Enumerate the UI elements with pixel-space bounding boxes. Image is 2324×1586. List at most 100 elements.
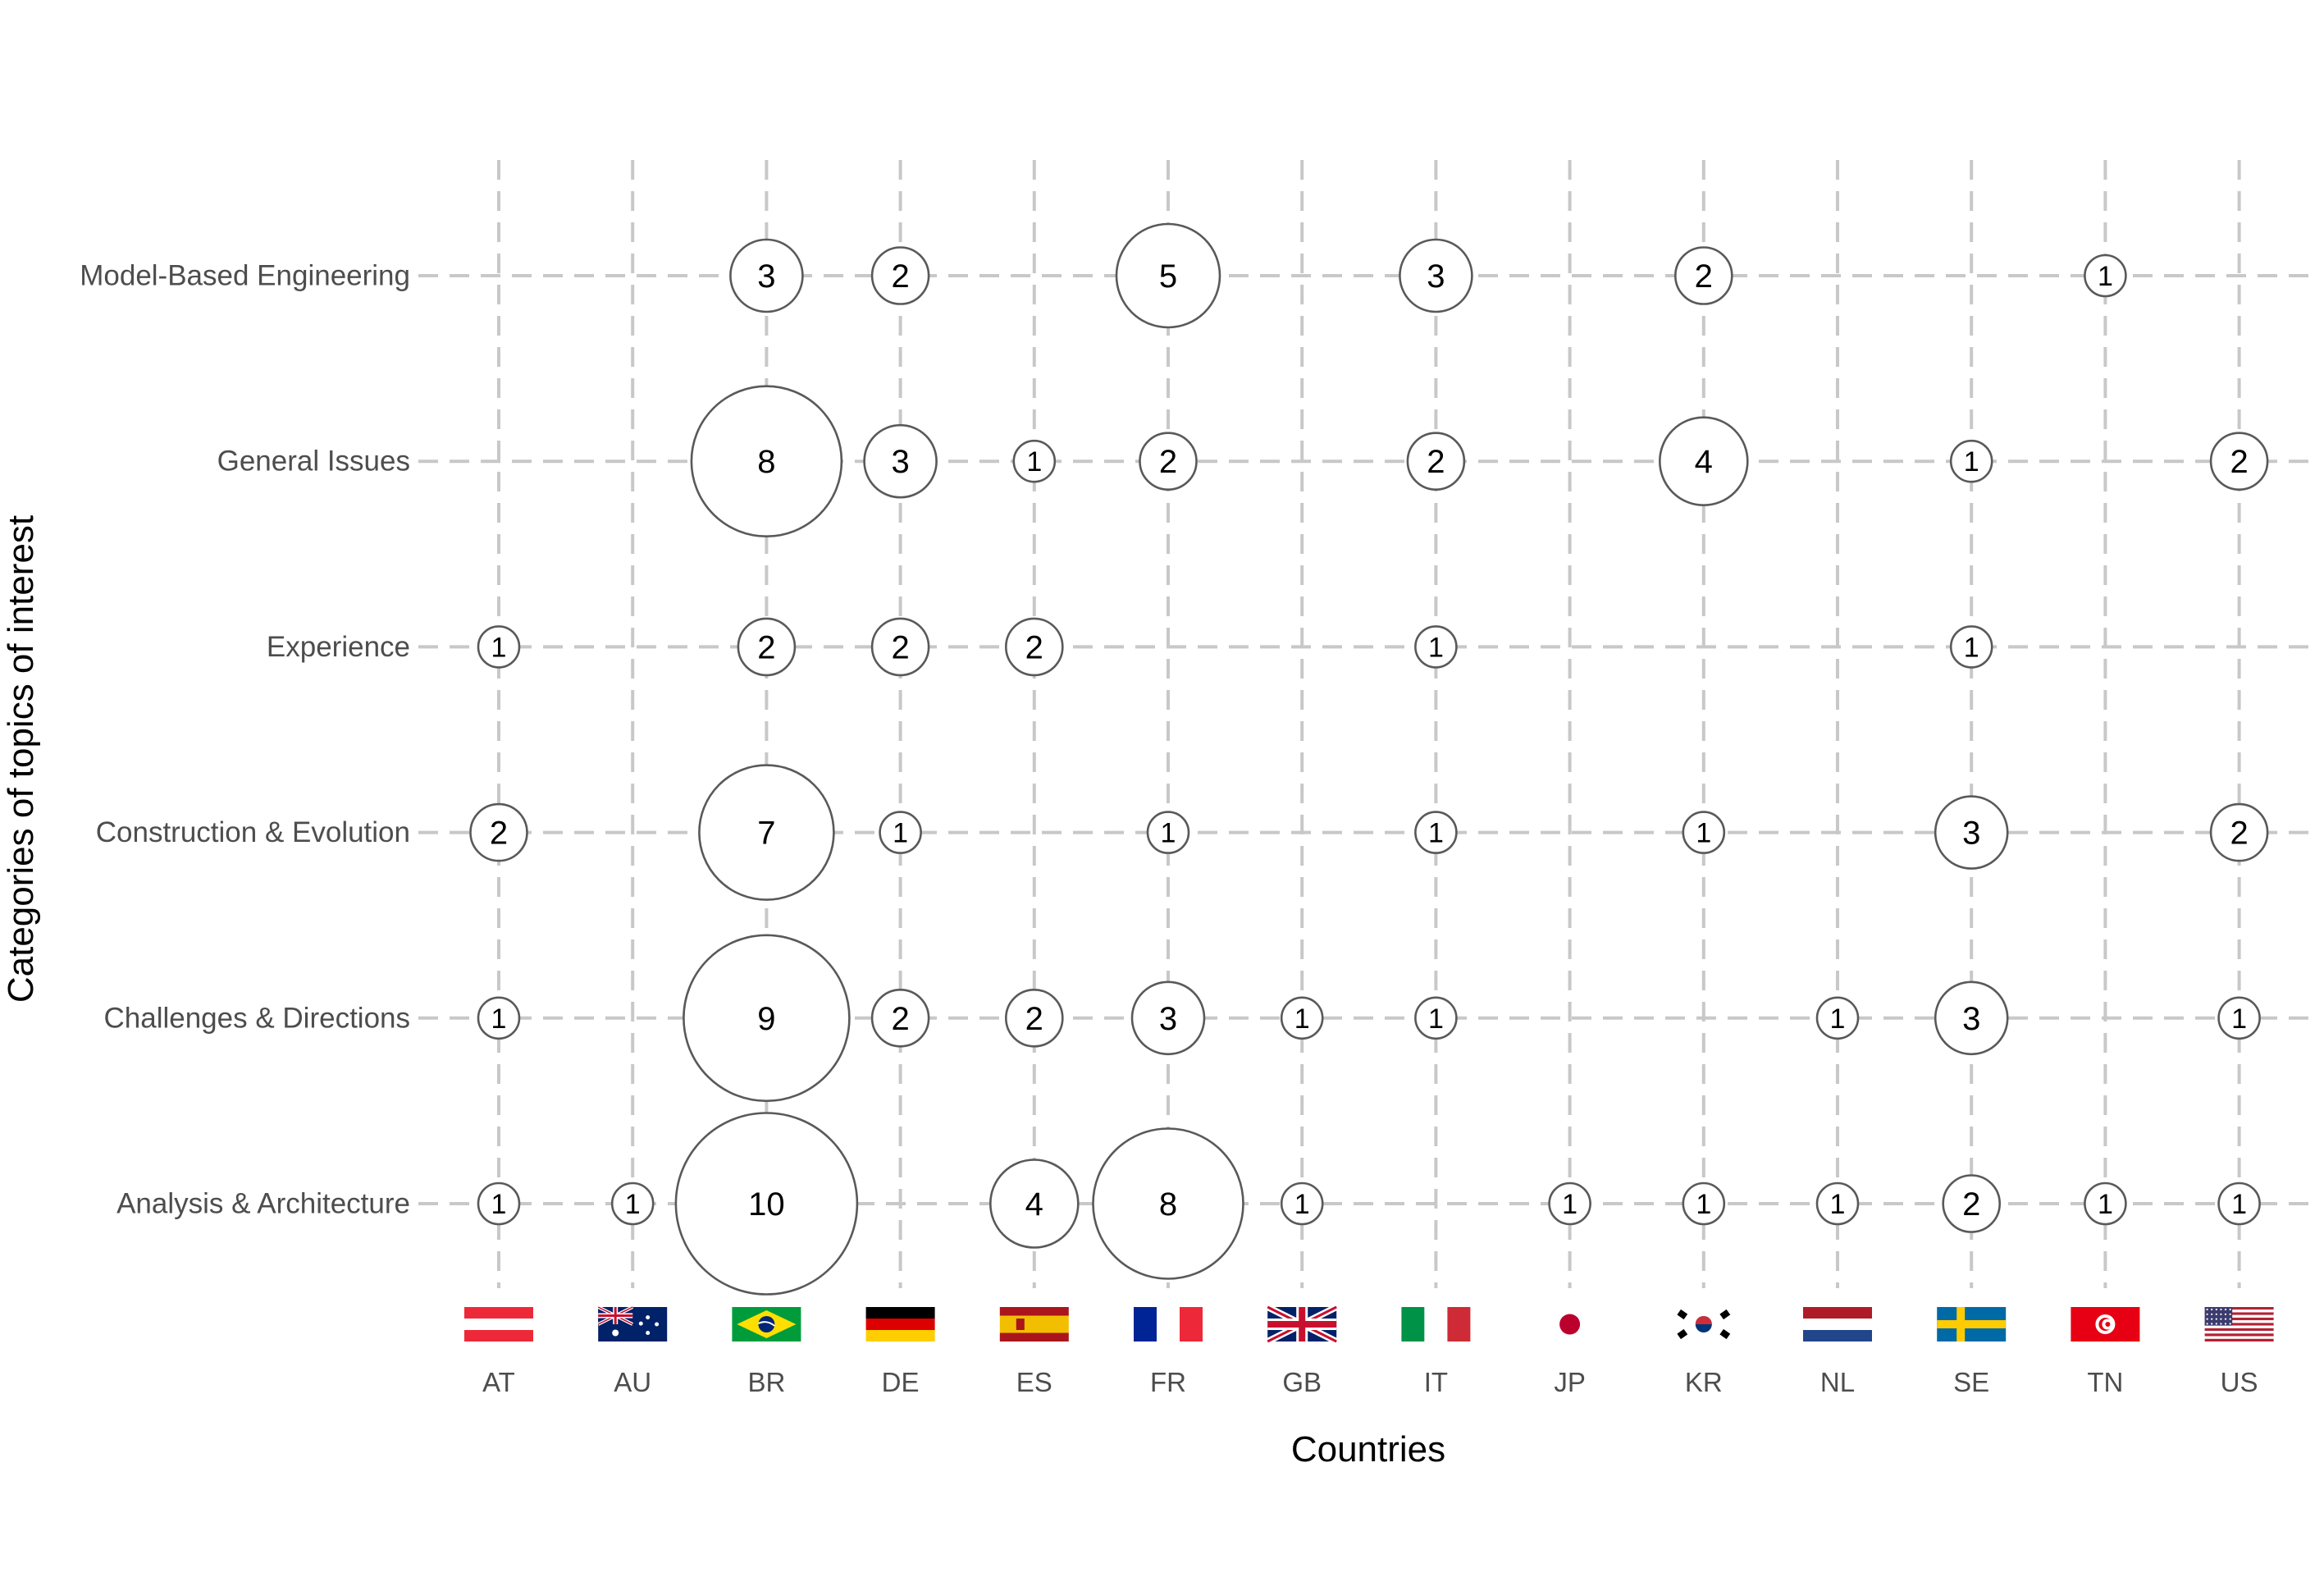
bubble-value-label: 1 xyxy=(893,818,908,849)
bubble-circle xyxy=(2217,1182,2261,1226)
bubble-point: 1 xyxy=(1949,439,1993,483)
bubble-point: 1 xyxy=(879,811,922,854)
bubble-point: 2 xyxy=(469,802,528,862)
bubble-circle xyxy=(1005,989,1064,1048)
bubble-circle xyxy=(989,1159,1080,1249)
bubble-circle xyxy=(1659,416,1749,507)
bubble-point: 1 xyxy=(2217,996,2261,1040)
bubble-value-label: 8 xyxy=(757,444,775,480)
bubble-point: 1 xyxy=(1548,1182,1591,1226)
bubble-circle xyxy=(683,934,851,1103)
bubble-point: 1 xyxy=(1815,996,1860,1040)
bubble-point: 1 xyxy=(2084,254,2127,298)
bubble-value-label: 1 xyxy=(2098,261,2113,292)
bubble-value-label: 3 xyxy=(1159,1001,1177,1037)
bubble-circle xyxy=(477,1182,521,1226)
bubble-value-label: 1 xyxy=(625,1189,641,1220)
bubble-circle xyxy=(2084,254,2127,298)
bubble-point: 1 xyxy=(1949,625,1993,669)
bubble-circle xyxy=(1682,1182,1726,1226)
bubble-point: 4 xyxy=(1659,416,1749,507)
bubble-circle xyxy=(674,1112,859,1296)
bubble-circle xyxy=(1949,625,1993,669)
bubble-value-label: 1 xyxy=(1696,818,1711,849)
bubble-point: 1 xyxy=(2084,1182,2127,1226)
bubble-point: 1 xyxy=(1146,811,1190,854)
bubble-value-label: 1 xyxy=(1161,818,1176,849)
flag-au-icon xyxy=(597,1305,668,1341)
bubble-circle xyxy=(469,802,528,862)
bubble-circle xyxy=(1414,996,1458,1040)
bubble-point: 10 xyxy=(674,1112,859,1296)
x-tick-label: AU xyxy=(614,1367,651,1397)
bubble-point: 1 xyxy=(1280,1182,1324,1226)
bubble-circle xyxy=(1146,811,1190,854)
flag-kr-icon xyxy=(1669,1307,1738,1341)
bubble-circle xyxy=(610,1182,655,1226)
bubble-point: 3 xyxy=(1130,980,1206,1056)
bubble-circle xyxy=(1815,1182,1860,1226)
bubble-value-label: 9 xyxy=(757,1001,775,1037)
bubble-value-label: 1 xyxy=(1428,632,1444,663)
bubble-circle xyxy=(879,811,922,854)
bubble-circle xyxy=(729,238,804,313)
flag-nl-icon xyxy=(1803,1307,1872,1341)
bubble-circle xyxy=(1949,439,1993,483)
bubble-circle xyxy=(1682,811,1726,854)
bubble-value-label: 2 xyxy=(1025,1001,1043,1037)
bubble-circle xyxy=(1139,432,1198,491)
bubble-point: 7 xyxy=(698,764,835,901)
bubble-circle xyxy=(1012,439,1057,483)
flag-at-icon xyxy=(464,1307,533,1341)
bubble-point: 1 xyxy=(477,996,521,1040)
bubble-circle xyxy=(2209,802,2269,862)
bubble-value-label: 3 xyxy=(757,258,775,295)
bubble-point: 1 xyxy=(1682,811,1726,854)
bubble-value-label: 2 xyxy=(490,816,508,852)
bubble-value-label: 1 xyxy=(1562,1189,1577,1220)
bubble-point: 1 xyxy=(610,1182,655,1226)
y-tick-labels: Analysis & Architecture Challenges & Dire… xyxy=(80,260,410,1220)
bubble-circle xyxy=(477,996,521,1040)
bubble-circle xyxy=(690,385,843,538)
bubble-value-label: 4 xyxy=(1695,444,1713,480)
x-tick-labels: AT AU BR DE ES FR GB IT JP KR NL SE TN US xyxy=(482,1367,2258,1397)
x-tick-label: DE xyxy=(882,1367,920,1397)
bubble-point: 1 xyxy=(477,1182,521,1226)
flag-tn-icon xyxy=(2071,1307,2140,1341)
bubble-value-label: 1 xyxy=(1294,1003,1310,1035)
bubble-value-label: 1 xyxy=(1428,1003,1444,1035)
bubble-circle xyxy=(1092,1127,1244,1280)
bubble-point: 1 xyxy=(1012,439,1057,483)
bubble-circle xyxy=(2217,996,2261,1040)
bubble-value-label: 7 xyxy=(757,816,775,852)
flag-fr-icon xyxy=(1134,1307,1203,1341)
bubble-circle xyxy=(870,989,930,1048)
bubble-circle xyxy=(870,246,930,305)
flag-br-icon xyxy=(732,1307,801,1341)
bubble-circle xyxy=(477,625,521,669)
bubble-point: 1 xyxy=(1414,625,1458,669)
y-tick-label: Challenges & Directions xyxy=(103,1002,410,1034)
bubble-circle xyxy=(870,617,930,677)
y-tick-label: Construction & Evolution xyxy=(96,816,410,848)
bubble-point: 8 xyxy=(690,385,843,538)
bubble-value-label: 1 xyxy=(2231,1003,2247,1035)
bubble-point: 2 xyxy=(870,989,930,1048)
bubble-point: 3 xyxy=(1934,795,2009,870)
bubble-value-label: 3 xyxy=(1427,258,1445,295)
bubble-value-label: 3 xyxy=(891,444,909,480)
bubble-point: 3 xyxy=(729,238,804,313)
flag-gb-icon xyxy=(1266,1304,1338,1345)
bubble-value-label: 3 xyxy=(1962,816,1980,852)
bubble-point: 2 xyxy=(2209,802,2269,862)
bubble-value-label: 3 xyxy=(1962,1001,1980,1037)
bubble-value-label: 1 xyxy=(1830,1189,1846,1220)
bubble-point: 2 xyxy=(1674,246,1733,305)
x-tick-label: BR xyxy=(747,1367,785,1397)
flag-de-icon xyxy=(865,1307,935,1341)
bubble-circle xyxy=(1280,996,1324,1040)
bubble-value-label: 1 xyxy=(1294,1189,1310,1220)
bubble-value-label: 4 xyxy=(1025,1186,1043,1223)
